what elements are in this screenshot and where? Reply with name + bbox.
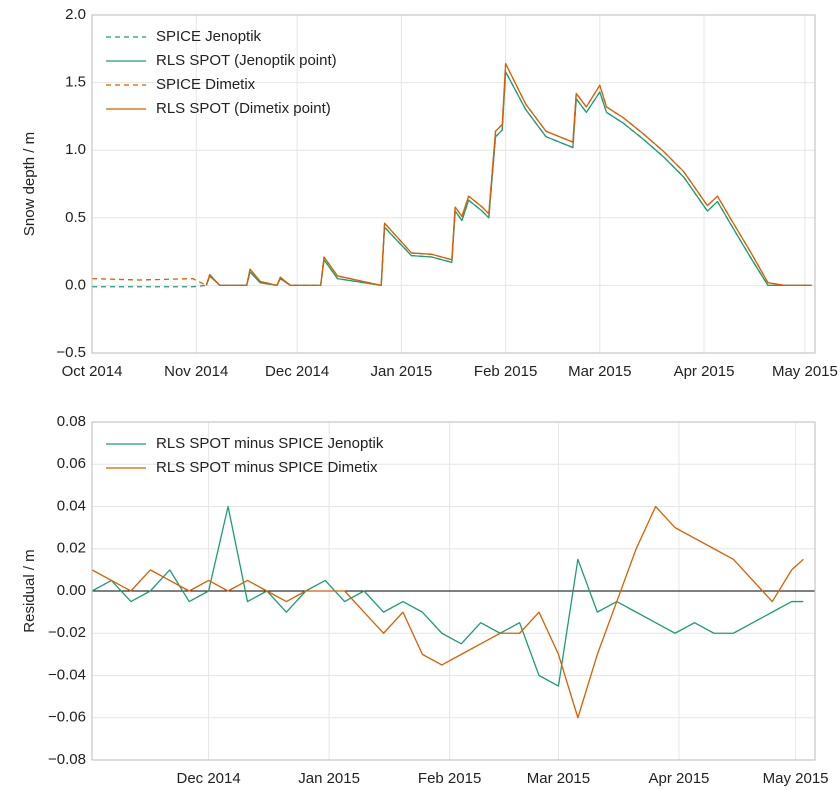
axes-frame [91,421,816,761]
y-tick-label: 1.5 [65,74,86,91]
legend-label: RLS SPOT (Jenoptik point) [156,52,337,69]
x-tick-label: Feb 2015 [474,363,537,380]
legend-label: SPICE Dimetix [156,76,256,93]
data-line [91,505,804,687]
y-tick-label: 0.00 [57,582,86,599]
y-tick-label: −0.08 [48,751,86,768]
x-tick-label: Jan 2015 [298,770,360,787]
axes-frame [91,14,816,354]
y-tick-label: −0.06 [48,709,86,726]
y-tick-label: 0.0 [65,276,86,293]
legend-label: RLS SPOT minus SPICE Dimetix [156,459,378,476]
y-tick-label: −0.5 [56,344,86,361]
y-tick-label: 0.02 [57,540,86,557]
x-tick-label: Feb 2015 [418,770,481,787]
y-axis-label: Residual / m [21,549,38,632]
data-line [91,505,804,719]
x-tick-label: May 2015 [772,363,838,380]
y-tick-label: 0.06 [57,455,86,472]
x-tick-label: Apr 2015 [649,770,710,787]
y-tick-label: 1.0 [65,141,86,158]
x-tick-label: Nov 2014 [164,363,228,380]
x-tick-label: May 2015 [763,770,829,787]
y-tick-label: −0.02 [48,624,86,641]
x-tick-label: Apr 2015 [674,363,735,380]
data-line [205,63,812,287]
x-tick-label: Dec 2014 [177,770,241,787]
x-tick-label: Jan 2015 [371,363,433,380]
y-axis-label: Snow depth / m [21,132,38,236]
x-tick-label: Mar 2015 [568,363,631,380]
y-tick-label: 0.08 [57,413,86,430]
legend-label: RLS SPOT (Dimetix point) [156,100,331,117]
y-tick-label: 0.04 [57,497,86,514]
x-tick-label: Dec 2014 [265,363,329,380]
x-tick-label: Mar 2015 [527,770,590,787]
x-tick-label: Oct 2014 [62,363,123,380]
legend-label: RLS SPOT minus SPICE Jenoptik [156,435,384,452]
y-tick-label: 2.0 [65,6,86,23]
y-tick-label: −0.04 [48,666,86,683]
y-tick-label: 0.5 [65,209,86,226]
legend-label: SPICE Jenoptik [156,28,262,45]
